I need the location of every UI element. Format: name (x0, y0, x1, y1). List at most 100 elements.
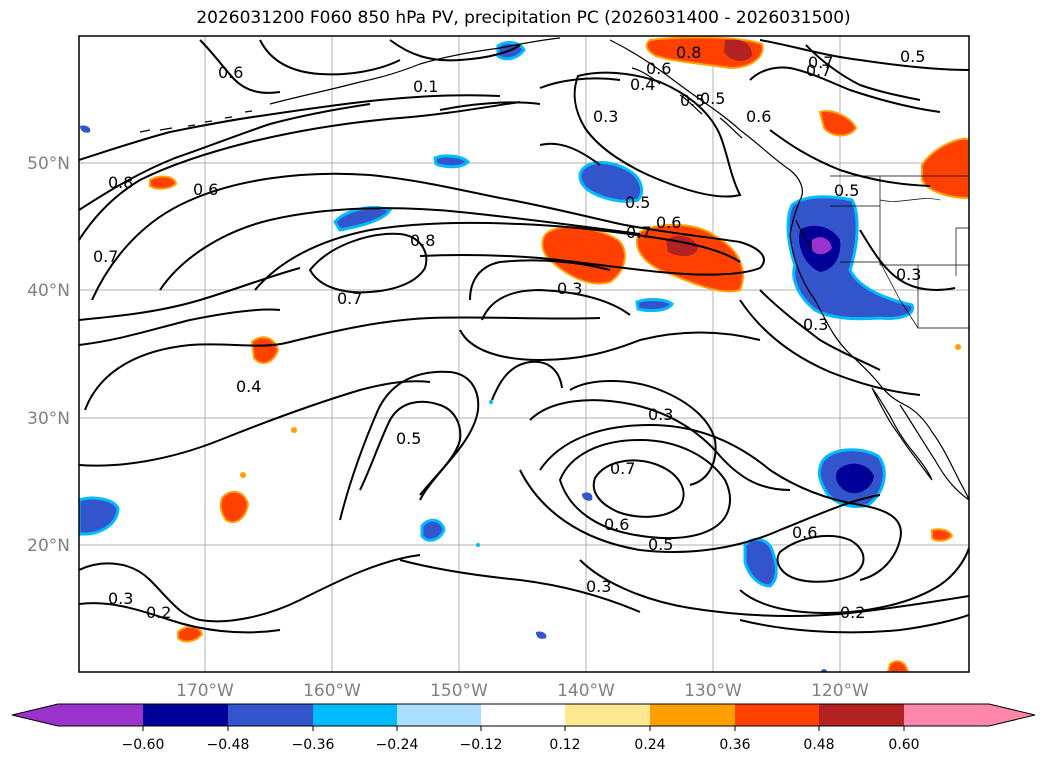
precip-blob (582, 492, 593, 501)
contour-label: 0.5 (700, 89, 725, 108)
lat-label: 30°N (27, 409, 70, 429)
pv-contour (254, 221, 741, 291)
contour-label: 0.5 (648, 535, 673, 554)
colorbar-tick-label: −0.48 (207, 737, 250, 753)
precip-blob (812, 237, 832, 255)
lon-label: 130°W (684, 681, 742, 701)
contour-label: 0.5 (625, 193, 650, 212)
pv-contour (759, 289, 881, 371)
pv-contour (491, 360, 563, 401)
contour-label: 0.3 (896, 265, 921, 284)
pv-contour (519, 469, 881, 553)
colorbar-outline (11, 703, 1036, 727)
pv-contour (859, 229, 956, 291)
pv-contour (558, 438, 731, 540)
pv-contour (159, 207, 641, 291)
pv-contour (539, 77, 621, 89)
precip-blob (635, 298, 674, 313)
pv-contour (259, 39, 401, 76)
precip-dot (240, 472, 246, 478)
colorbar-segment (143, 704, 228, 726)
pv-contour (805, 44, 921, 101)
colorbar-ticks (142, 726, 905, 731)
contour-label: 0.3 (586, 577, 611, 596)
pv-contour (439, 101, 541, 111)
sf-bay (795, 219, 813, 251)
precip-dot (291, 427, 297, 433)
lon-axis-labels: 170°W 160°W 150°W 140°W 130°W 120°W (176, 681, 869, 701)
lat-label: 50°N (27, 154, 70, 174)
contour-label: 0.8 (410, 231, 435, 250)
precip-blob (724, 39, 752, 61)
pv-contour (592, 459, 685, 518)
pv-contour (79, 380, 431, 467)
colorbar-segment (735, 704, 819, 726)
pv-contour (339, 370, 480, 521)
contour-label: 0.5 (396, 429, 421, 448)
pv-contour (579, 559, 969, 617)
precip-blob (420, 518, 446, 542)
precip-blob (250, 336, 280, 365)
alaska-peninsula (269, 37, 561, 105)
contour-label: 0.8 (108, 173, 133, 192)
contour-label: 0.4 (236, 377, 261, 396)
chart-title: 2026031200 F060 850 hPa PV, precipitatio… (196, 8, 851, 28)
colorbar-extend-max (989, 704, 1035, 726)
lat-axis-labels: 50°N 40°N 30°N 20°N (27, 154, 70, 556)
lat-label: 40°N (27, 281, 70, 301)
colorbar-segment (481, 704, 565, 726)
colorbar-segment (819, 704, 904, 726)
precip-blob (743, 537, 778, 588)
contour-labels: 0.6 0.1 0.8 0.6 0.7 0.3 0.4 0.5 0.6 0.7 … (93, 43, 925, 622)
colorbar-segment (397, 704, 481, 726)
lon-label: 170°W (176, 681, 234, 701)
contour-label: 0.3 (593, 107, 618, 126)
precip-blob (79, 496, 120, 536)
contour-label: 0.7 (610, 459, 635, 478)
lon-label: 120°W (811, 681, 869, 701)
colorbar-segment (58, 704, 143, 726)
pv-contour (776, 535, 865, 583)
precip-blob (219, 490, 250, 523)
pv-contour (469, 259, 611, 301)
contour-label: 0.8 (676, 43, 701, 62)
contour-label: 0.7 (808, 53, 833, 72)
colorbar-tick-label: 0.48 (803, 737, 834, 753)
pv-contour (91, 172, 765, 301)
contour-label: 0.6 (604, 515, 629, 534)
pv-contour (79, 308, 281, 346)
precip-blob (578, 161, 644, 203)
pv-contour (739, 299, 921, 396)
contour-label: 0.3 (803, 315, 828, 334)
pv-contour (79, 554, 421, 623)
colorbar-tick-label: 0.12 (549, 737, 580, 753)
colorbar-segment (313, 704, 397, 726)
map-plot-area: 0.6 0.1 0.8 0.6 0.7 0.3 0.4 0.5 0.6 0.7 … (79, 36, 969, 672)
lat-label: 20°N (27, 536, 70, 556)
precip-blob (333, 206, 393, 232)
pv-contour (79, 602, 281, 634)
pv-contour (389, 39, 521, 62)
colorbar-tick-label: 0.36 (719, 737, 750, 753)
colorbar-tick-label: −0.24 (376, 737, 419, 753)
pv-contour (529, 399, 791, 491)
colorbar: −0.60 −0.48 −0.36 −0.24 −0.12 0.12 0.24 … (11, 703, 1036, 753)
contour-label: 0.6 (218, 63, 243, 82)
contour-label: 0.2 (146, 603, 171, 622)
contour-label: 0.7 (806, 61, 831, 80)
lon-label: 140°W (557, 681, 615, 701)
contour-label: 0.6 (792, 523, 817, 542)
contour-label: 0.4 (630, 75, 655, 94)
lon-label: 150°W (430, 681, 488, 701)
precip-positive-anomalies (149, 36, 969, 672)
contour-label: 0.1 (413, 77, 438, 96)
lon-label: 160°W (303, 681, 361, 701)
pv-contour (399, 559, 641, 613)
precip-blob (836, 463, 874, 494)
contour-label: 0.3 (648, 405, 673, 424)
colorbar-tick-label: −0.36 (292, 737, 335, 753)
pv-contour (539, 142, 601, 166)
colorbar-segment (228, 704, 313, 726)
pv-contour (539, 423, 902, 581)
